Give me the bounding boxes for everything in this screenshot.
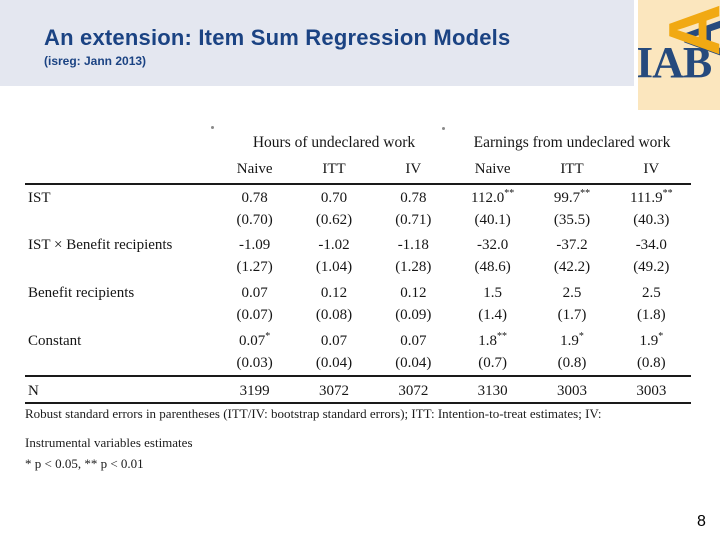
table-cell: 3003 (611, 375, 691, 404)
table-note-iv: Instrumental variables estimates (25, 435, 193, 450)
iab-logo: A A IAB (638, 0, 720, 110)
table-note-standard-errors: Robust standard errors in parentheses (I… (25, 406, 602, 421)
regression-table: Hours of undeclared work Earnings from u… (25, 130, 691, 404)
table-cell: 111.9** (40.3) (630, 188, 673, 229)
table-cell: -1.18 (1.28) (395, 237, 432, 275)
row-label: Benefit recipients (28, 285, 135, 301)
table-cell: 0.12 (0.09) (395, 285, 432, 323)
table-cell: 1.9* (0.8) (557, 331, 587, 372)
table-cell: -32.0 (48.6) (474, 237, 511, 275)
logo-a-glyph-yellow: A (655, 4, 720, 56)
table-cell: -37.2 (42.2) (553, 237, 591, 275)
row-label: Constant (28, 333, 82, 349)
table-row-ist: IST 0.78 (0.70) 0.70 (0.62) 0.78 (0.71) 112… (25, 184, 691, 232)
table-cell: 0.78 (0.70) (236, 190, 273, 228)
col-group-hours: Hours of undeclared work (252, 134, 416, 151)
column-header-row: Naive ITT IV Naive ITT IV (25, 156, 691, 185)
col-group-earnings: Earnings from undeclared work (473, 134, 671, 151)
table-cell: 2.5 (1.7) (557, 285, 587, 323)
table-cell: 3130 (452, 375, 533, 404)
col-header: IV (611, 156, 691, 185)
slide-subtitle: (isreg: Jann 2013) (44, 54, 147, 68)
col-header: Naive (215, 156, 295, 185)
table-cell: -1.02 (1.04) (315, 237, 353, 275)
corner-cell (25, 156, 215, 185)
table-cell: 1.8** (0.7) (478, 331, 508, 372)
table-row-constant: Constant 0.07* (0.03) 0.07 (0.04) 0.07 (0.0… (25, 328, 691, 376)
table-cell: -1.09 (1.27) (236, 237, 273, 275)
table-cell: 0.07 (0.04) (395, 333, 432, 371)
table-cell: 3072 (294, 375, 374, 404)
row-label: N (25, 375, 215, 404)
logo-wordmark: IAB (638, 38, 712, 87)
table-row-ist-x-benefit: IST × Benefit recipients -1.09 (1.27) -1.… (25, 232, 691, 280)
table-cell: 2.5 (1.8) (636, 285, 666, 323)
table-cell: -34.0 (49.2) (633, 237, 670, 275)
table-cell: 0.07 (0.07) (236, 285, 273, 323)
table-cell: 0.07 (0.04) (315, 333, 353, 371)
col-header: IV (373, 156, 453, 185)
slide-title: An extension: Item Sum Regression Models (44, 25, 511, 50)
col-header: Naive (452, 156, 533, 185)
column-group-row: Hours of undeclared work Earnings from u… (25, 130, 691, 156)
scan-artifact-dot (442, 127, 445, 130)
table-cell: 3003 (532, 375, 612, 404)
table-cell: 99.7** (35.5) (553, 188, 591, 229)
table-cell: 112.0** (40.1) (471, 188, 515, 229)
row-label: IST (28, 190, 51, 206)
table-row-n: N 3199 3072 3072 3130 3003 3003 (25, 375, 691, 404)
table-cell: 1.9* (0.8) (636, 331, 666, 372)
table-cell: 0.07* (0.03) (236, 331, 273, 372)
scan-artifact-dot (211, 126, 214, 129)
logo-background (638, 0, 720, 110)
slide-page-number: 8 (697, 513, 706, 530)
table-row-benefit: Benefit recipients 0.07 (0.07) 0.12 (0.08)… (25, 280, 691, 328)
table-cell: 0.70 (0.62) (315, 190, 353, 228)
table-cell: 1.5 (1.4) (478, 285, 508, 323)
table-cell: 3072 (373, 375, 453, 404)
results-table: Hours of undeclared work Earnings from u… (25, 130, 691, 404)
table-cell: 3199 (215, 375, 295, 404)
corner-cell (25, 130, 215, 156)
row-label: IST × Benefit recipients (28, 237, 173, 253)
header-band (0, 0, 634, 86)
col-header: ITT (294, 156, 374, 185)
logo-a-glyph-navy: A (674, 19, 720, 57)
table-note-significance: * p < 0.05, ** p < 0.01 (25, 456, 144, 471)
table-cell: 0.12 (0.08) (315, 285, 353, 323)
col-header: ITT (532, 156, 612, 185)
table-cell: 0.78 (0.71) (395, 190, 432, 228)
